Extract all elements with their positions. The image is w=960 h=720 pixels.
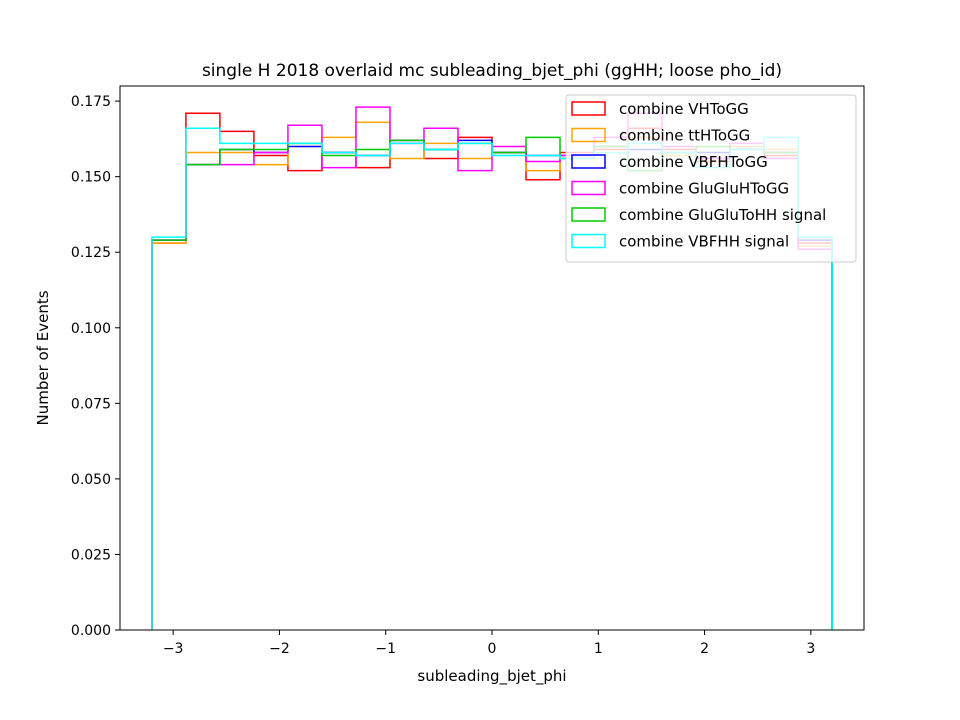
x-axis-label: subleading_bjet_phi — [417, 667, 566, 686]
legend-swatch — [571, 101, 606, 116]
x-tick-label: −1 — [375, 641, 396, 657]
x-tick-label: 3 — [806, 641, 815, 657]
y-tick-label: 0.125 — [71, 245, 111, 261]
x-tick-label: 0 — [488, 641, 497, 657]
x-tick-label: −3 — [163, 641, 184, 657]
x-tick-label: 1 — [594, 641, 603, 657]
y-tick-label: 0.150 — [71, 170, 111, 186]
legend-entry: combine GluGluToHH signal — [571, 206, 826, 224]
legend: combine VHToGG combine ttHToGG combine VBF… — [565, 94, 857, 263]
y-tick-label: 0.100 — [71, 321, 111, 337]
plot-frame — [119, 85, 865, 631]
legend-label: combine VHToGG — [619, 100, 749, 118]
legend-label: combine GluGluHToGG — [619, 180, 789, 198]
legend-label: combine VBFHH signal — [619, 233, 789, 251]
legend-entry: combine VHToGG — [571, 100, 749, 118]
y-tick-label: 0.175 — [71, 94, 111, 110]
legend-swatch — [571, 154, 606, 169]
legend-label: combine VBFHToGG — [619, 153, 768, 171]
x-tick-label: −2 — [269, 641, 290, 657]
legend-entry: combine ttHToGG — [571, 127, 750, 145]
y-tick-label: 0.075 — [71, 396, 111, 412]
y-axis-label: Number of Events — [34, 290, 52, 425]
legend-entry: combine VBFHToGG — [571, 153, 768, 171]
y-tick-label: 0.050 — [71, 472, 111, 488]
chart-title: single H 2018 overlaid mc subleading_bje… — [202, 61, 782, 81]
x-axis-ticks: −3 −2 −1 0 1 2 3 — [163, 630, 815, 657]
legend-box — [565, 94, 857, 263]
legend-swatch — [571, 180, 606, 196]
legend-swatch — [571, 207, 606, 222]
x-tick-label: 2 — [700, 641, 709, 657]
legend-label: combine ttHToGG — [619, 127, 750, 145]
legend-swatch — [571, 233, 606, 249]
legend-entry: combine GluGluHToGG — [571, 180, 789, 198]
legend-entry: combine VBFHH signal — [571, 233, 789, 251]
y-tick-label: 0.025 — [71, 547, 111, 563]
y-axis-ticks: 0.000 0.025 0.050 0.075 0.100 0.125 0.150 0.175 — [71, 94, 120, 639]
y-tick-label: 0.000 — [71, 623, 111, 639]
legend-swatch — [571, 127, 606, 143]
legend-label: combine GluGluToHH signal — [619, 206, 826, 224]
